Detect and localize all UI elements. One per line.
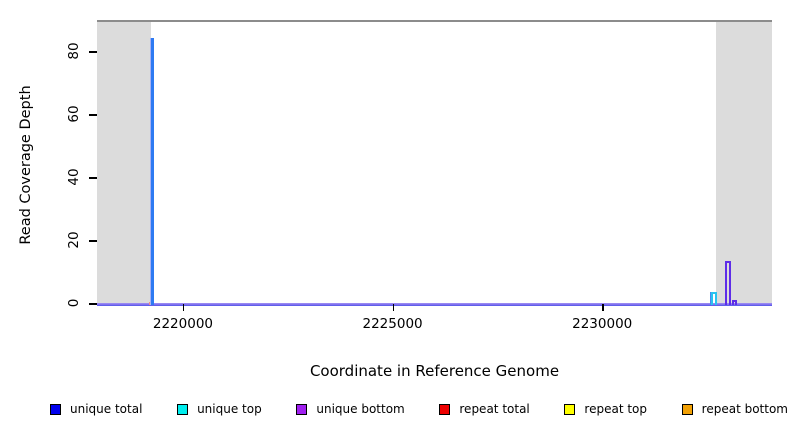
shaded-region-left-flank	[97, 22, 151, 305]
y-tick	[89, 240, 97, 242]
legend-item-unique-total: unique total	[50, 402, 142, 416]
x-tick-label: 2225000	[362, 316, 423, 332]
y-tick	[89, 177, 97, 179]
x-tick	[392, 304, 395, 311]
coverage-baseline	[97, 303, 772, 306]
legend: unique total unique top unique bottom repea…	[50, 399, 788, 419]
y-tick	[89, 114, 97, 116]
legend-label: repeat total	[459, 402, 530, 416]
legend-swatch-icon	[177, 403, 189, 415]
legend-label: unique bottom	[316, 402, 405, 416]
legend-item-repeat-bottom: repeat bottom	[681, 402, 788, 416]
legend-swatch-icon	[50, 403, 61, 415]
y-tick	[89, 303, 97, 305]
plot-area	[97, 20, 772, 306]
spike-unique-bottom	[724, 260, 731, 305]
x-tick	[182, 304, 185, 311]
legend-swatch-icon	[681, 403, 693, 415]
legend-item-unique-bottom: unique bottom	[296, 402, 405, 416]
legend-label: unique total	[70, 402, 143, 416]
legend-label: unique top	[197, 402, 262, 416]
legend-swatch-icon	[439, 403, 451, 415]
x-tick	[602, 304, 604, 311]
legend-label: repeat bottom	[701, 402, 788, 416]
spike-unique-total	[150, 37, 154, 305]
x-tick-label: 2220000	[152, 316, 213, 332]
y-axis-label: Read Coverage Depth	[18, 85, 34, 245]
legend-item-repeat-total: repeat total	[439, 402, 530, 416]
shaded-region-right-flank	[716, 22, 772, 305]
spike-unique-top	[710, 292, 717, 305]
x-axis-label: Coordinate in Reference Genome	[309, 362, 560, 380]
legend-label: repeat top	[584, 402, 648, 416]
legend-item-repeat-top: repeat top	[564, 402, 647, 416]
legend-item-unique-top: unique top	[177, 402, 262, 416]
spike-unique-bottom	[731, 300, 737, 305]
x-tick-label: 2230000	[572, 316, 633, 332]
y-tick	[89, 51, 97, 53]
legend-swatch-icon	[564, 403, 576, 415]
legend-swatch-icon	[296, 403, 308, 415]
